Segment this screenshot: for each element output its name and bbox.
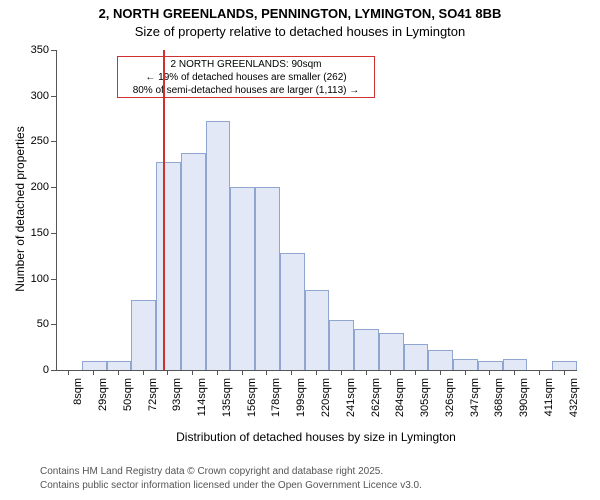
histogram-bar xyxy=(305,290,330,370)
xtick-label: 220sqm xyxy=(320,378,332,428)
xtick-mark xyxy=(118,370,119,375)
xtick-label: 29sqm xyxy=(97,378,109,428)
histogram-bar xyxy=(280,253,305,370)
histogram-bar xyxy=(181,153,206,370)
ytick-mark xyxy=(51,279,56,280)
xtick-mark xyxy=(266,370,267,375)
annotation-line-1: 2 NORTH GREENLANDS: 90sqm xyxy=(120,58,372,71)
xtick-label: 241sqm xyxy=(345,378,357,428)
footer-line-2: Contains public sector information licen… xyxy=(40,480,422,491)
histogram-bar xyxy=(478,361,503,370)
histogram-bar xyxy=(379,333,404,370)
histogram-bar xyxy=(82,361,107,370)
histogram-bar xyxy=(156,162,181,370)
xtick-mark xyxy=(341,370,342,375)
histogram-bar xyxy=(206,121,231,370)
ytick-mark xyxy=(51,141,56,142)
ytick-mark xyxy=(51,324,56,325)
chart-container: 2, NORTH GREENLANDS, PENNINGTON, LYMINGT… xyxy=(0,0,600,500)
xtick-label: 411sqm xyxy=(543,378,555,428)
xtick-label: 199sqm xyxy=(295,378,307,428)
plot-area xyxy=(56,50,577,371)
ytick-label: 100 xyxy=(21,273,49,285)
xtick-label: 72sqm xyxy=(147,378,159,428)
ytick-mark xyxy=(51,370,56,371)
annotation-line-3: 80% of semi-detached houses are larger (… xyxy=(120,84,372,97)
xtick-mark xyxy=(167,370,168,375)
histogram-bar xyxy=(404,344,429,370)
xtick-mark xyxy=(192,370,193,375)
xtick-label: 50sqm xyxy=(122,378,134,428)
xtick-label: 305sqm xyxy=(419,378,431,428)
xtick-mark xyxy=(440,370,441,375)
xtick-mark xyxy=(415,370,416,375)
xtick-mark xyxy=(316,370,317,375)
ytick-label: 250 xyxy=(21,135,49,147)
y-axis-label: Number of detached properties xyxy=(13,59,27,359)
chart-title-line1: 2, NORTH GREENLANDS, PENNINGTON, LYMINGT… xyxy=(0,6,600,21)
xtick-label: 368sqm xyxy=(493,378,505,428)
ytick-label: 300 xyxy=(21,90,49,102)
histogram-bar xyxy=(230,187,255,370)
histogram-bar xyxy=(503,359,528,370)
xtick-mark xyxy=(68,370,69,375)
xtick-label: 93sqm xyxy=(171,378,183,428)
x-axis-label: Distribution of detached houses by size … xyxy=(56,430,576,444)
ytick-mark xyxy=(51,233,56,234)
ytick-label: 150 xyxy=(21,227,49,239)
xtick-mark xyxy=(242,370,243,375)
ytick-label: 50 xyxy=(21,318,49,330)
histogram-bar xyxy=(131,300,156,370)
chart-title-line2: Size of property relative to detached ho… xyxy=(0,24,600,39)
xtick-mark xyxy=(390,370,391,375)
xtick-label: 178sqm xyxy=(270,378,282,428)
xtick-mark xyxy=(291,370,292,375)
footer-line-1: Contains HM Land Registry data © Crown c… xyxy=(40,466,383,477)
xtick-label: 262sqm xyxy=(370,378,382,428)
ytick-label: 350 xyxy=(21,44,49,56)
xtick-label: 432sqm xyxy=(568,378,580,428)
annotation-box: 2 NORTH GREENLANDS: 90sqm ← 19% of detac… xyxy=(117,56,375,98)
ytick-label: 200 xyxy=(21,181,49,193)
histogram-bar xyxy=(255,187,280,370)
ytick-mark xyxy=(51,96,56,97)
xtick-mark xyxy=(143,370,144,375)
ytick-mark xyxy=(51,187,56,188)
ytick-mark xyxy=(51,50,56,51)
marker-line xyxy=(163,50,165,370)
xtick-mark xyxy=(489,370,490,375)
xtick-mark xyxy=(217,370,218,375)
xtick-mark xyxy=(465,370,466,375)
histogram-bar xyxy=(354,329,379,370)
xtick-mark xyxy=(514,370,515,375)
histogram-bar xyxy=(453,359,478,370)
xtick-label: 347sqm xyxy=(469,378,481,428)
histogram-bar xyxy=(428,350,453,370)
xtick-label: 114sqm xyxy=(196,378,208,428)
xtick-mark xyxy=(564,370,565,375)
annotation-line-2: ← 19% of detached houses are smaller (26… xyxy=(120,71,372,84)
xtick-mark xyxy=(366,370,367,375)
xtick-label: 135sqm xyxy=(221,378,233,428)
xtick-label: 284sqm xyxy=(394,378,406,428)
xtick-label: 390sqm xyxy=(518,378,530,428)
histogram-bar xyxy=(552,361,577,370)
histogram-bar xyxy=(107,361,132,370)
xtick-mark xyxy=(539,370,540,375)
ytick-label: 0 xyxy=(21,364,49,376)
xtick-label: 156sqm xyxy=(246,378,258,428)
xtick-label: 326sqm xyxy=(444,378,456,428)
xtick-label: 8sqm xyxy=(72,378,84,428)
xtick-mark xyxy=(93,370,94,375)
histogram-bar xyxy=(329,320,354,370)
